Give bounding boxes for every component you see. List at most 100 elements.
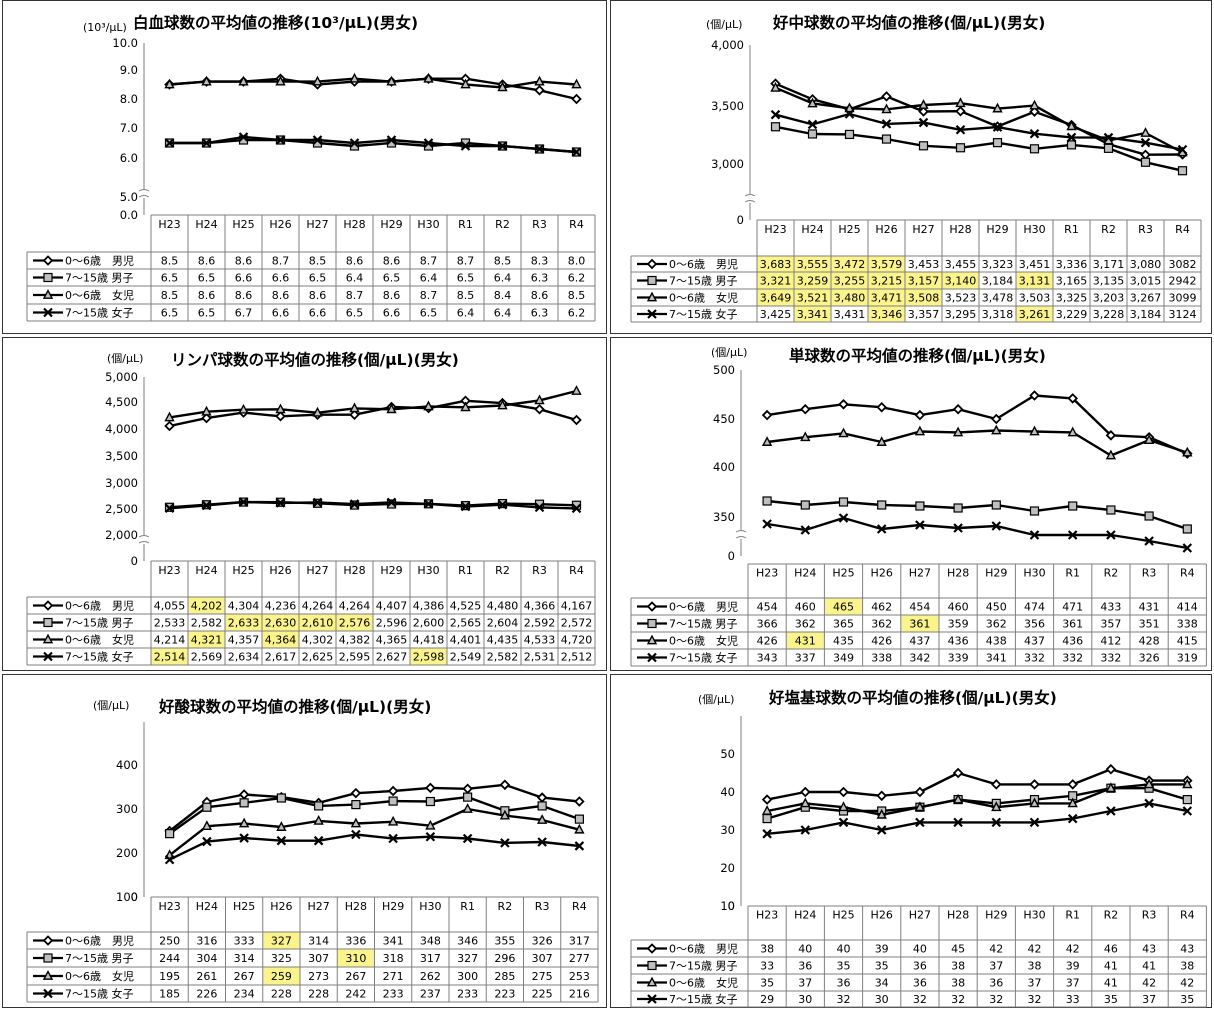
- data-point: [952, 793, 964, 804]
- x-category-label: H30: [419, 900, 441, 913]
- data-label: 225: [532, 988, 553, 1001]
- data-label: 3,323: [982, 258, 1014, 271]
- data-point: [1029, 779, 1040, 790]
- data-point: [275, 410, 286, 422]
- data-label: 365: [833, 618, 854, 631]
- data-label: 3,184: [982, 275, 1014, 288]
- data-label: 426: [757, 635, 778, 648]
- chart-svg: 好中球数の平均値の推移(個/μL)(男女) (個/μL) 0 3,000 3,500 4,…: [630, 13, 1202, 323]
- data-label: 30: [798, 993, 812, 1006]
- data-point: [534, 85, 545, 96]
- data-label: 233: [457, 988, 478, 1001]
- data-label: 38: [1028, 960, 1042, 973]
- data-point: [953, 523, 963, 533]
- x-category-label: H24: [801, 223, 823, 236]
- data-point: [386, 497, 397, 508]
- chart-title: 好酸球数の平均値の推移(個/μL)(男女): [158, 697, 431, 716]
- x-category-label: R4: [569, 564, 584, 577]
- data-point: [955, 143, 966, 153]
- data-point: [1140, 137, 1151, 148]
- data-point: [838, 513, 849, 523]
- highlight-cell: [337, 949, 375, 967]
- data-label: 275: [532, 970, 553, 983]
- data-point: [1029, 390, 1040, 401]
- data-label: 361: [909, 618, 930, 631]
- data-label: 244: [159, 952, 180, 965]
- triangle-marker: [42, 970, 54, 980]
- highlight-cell: [1016, 272, 1053, 289]
- x-category-label: H30: [417, 218, 439, 231]
- x-category-label: R4: [1180, 909, 1195, 922]
- data-point: [1182, 778, 1193, 789]
- diamond-marker: [42, 255, 54, 266]
- data-label: 2,592: [524, 617, 556, 630]
- y-tick-label: 6.0: [120, 151, 138, 165]
- data-point: [536, 814, 548, 824]
- data-label: 6.4: [494, 272, 512, 285]
- highlight-cell: [410, 648, 447, 665]
- x-category-label: R1: [1064, 223, 1079, 236]
- data-label: 336: [345, 935, 366, 948]
- data-label: 6.5: [198, 272, 216, 285]
- data-point: [423, 400, 434, 411]
- data-label: 3,318: [982, 308, 1014, 321]
- x-category-label: R2: [498, 900, 513, 913]
- highlight-cell: [757, 256, 794, 272]
- data-point: [537, 801, 547, 811]
- highlight-cell: [905, 289, 942, 306]
- data-point: [918, 117, 929, 128]
- data-label: 438: [986, 635, 1007, 648]
- data-point: [952, 403, 964, 415]
- data-label: 40: [798, 943, 812, 956]
- y-tick-label: 500: [713, 363, 735, 377]
- legend-boys-0-6: 0～6歳 男児: [33, 600, 134, 613]
- y-tick-label: 40: [720, 785, 735, 799]
- data-label: 296: [494, 952, 515, 965]
- y-tick-label: 400: [713, 460, 735, 474]
- x-category-label: H29: [382, 900, 404, 913]
- data-label: 8.6: [198, 255, 216, 268]
- data-label: 332: [1100, 652, 1121, 665]
- data-point: [276, 793, 286, 803]
- y-tick-label: 0: [737, 213, 744, 227]
- data-label: 4,401: [450, 634, 482, 647]
- data-point: [202, 802, 212, 812]
- square-marker: [43, 617, 53, 628]
- data-point: [877, 500, 887, 510]
- legend-girls-7-15: 7～15歳 女子: [33, 650, 134, 664]
- data-label: 41: [1104, 960, 1118, 973]
- chart-svg: リンパ球数の平均値の推移(個/μL)(男女) (個/μL) 0 2,000 2,500 3…: [26, 350, 596, 666]
- data-point: [1029, 817, 1040, 828]
- y-tick-label: 30: [720, 823, 735, 837]
- data-label: 8.6: [531, 289, 549, 302]
- data-point: [238, 132, 249, 142]
- data-label: 6.2: [568, 307, 586, 320]
- data-label: 253: [569, 970, 590, 983]
- series-line: [775, 112, 1183, 151]
- data-point: [991, 413, 1002, 425]
- y-tick-label: 3,000: [105, 476, 138, 490]
- series-line: [766, 499, 1188, 531]
- x-category-label: H26: [269, 564, 291, 577]
- data-point: [761, 436, 773, 446]
- data-label: 4,366: [524, 600, 556, 613]
- data-point: [915, 817, 925, 828]
- data-label: 8.5: [161, 289, 179, 302]
- data-label: 39: [1066, 960, 1080, 973]
- x-marker: [43, 307, 53, 318]
- data-label: 2,572: [561, 617, 593, 630]
- data-point: [761, 805, 773, 815]
- data-label: 3,431: [834, 308, 866, 321]
- chart-panel-basophil: 好塩基球数の平均値の推移(個/μL)(男女) (個/μL) 0 10 20 30 40 50 H…: [610, 674, 1212, 1008]
- legend-label: 0～6歳 男児: [65, 255, 134, 268]
- chart-svg: 単球数の平均値の推移(個/μL)(男女) (個/μL) 0 350 400 450 500 H…: [630, 346, 1207, 667]
- data-label: 38: [951, 960, 965, 973]
- highlight-cell: [900, 615, 939, 632]
- y-tick-label: 4,500: [105, 395, 138, 409]
- series-boys-0-6: [761, 763, 1193, 805]
- data-point: [571, 147, 582, 157]
- data-label: 3,157: [908, 275, 940, 288]
- y-tick-label: 0: [131, 554, 138, 568]
- data-label: 326: [532, 935, 553, 948]
- x-category-label: R4: [1175, 223, 1190, 236]
